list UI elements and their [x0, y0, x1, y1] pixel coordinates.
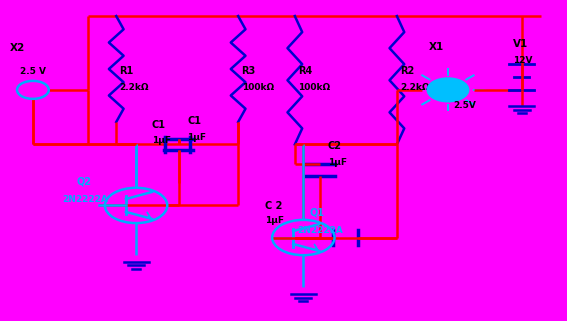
Text: 2.5V: 2.5V	[454, 100, 476, 109]
Text: X1: X1	[429, 42, 444, 52]
Text: 1μF: 1μF	[187, 133, 206, 142]
Text: R4: R4	[298, 66, 312, 76]
Text: R2: R2	[400, 66, 414, 76]
Circle shape	[428, 78, 468, 101]
Text: 2N2222A: 2N2222A	[298, 226, 344, 235]
Text: Q2: Q2	[77, 177, 91, 187]
Text: 2.2kΩ: 2.2kΩ	[119, 83, 149, 92]
Text: 2N2222A: 2N2222A	[62, 195, 108, 204]
Text: 12V: 12V	[513, 56, 532, 65]
Text: V1: V1	[513, 39, 528, 48]
Text: C2: C2	[328, 141, 342, 151]
Text: C 2: C 2	[265, 201, 283, 211]
Text: X2: X2	[10, 43, 26, 53]
Text: 1μF: 1μF	[265, 216, 285, 225]
Text: 2.2kΩ: 2.2kΩ	[400, 83, 430, 92]
Text: 1μF: 1μF	[328, 158, 347, 167]
Text: C1: C1	[187, 116, 201, 126]
Text: Q1: Q1	[309, 207, 324, 217]
Text: 100kΩ: 100kΩ	[298, 83, 330, 92]
Text: 100kΩ: 100kΩ	[242, 83, 274, 92]
Text: R1: R1	[119, 66, 133, 76]
Text: C1: C1	[152, 120, 166, 130]
Text: 1μF: 1μF	[152, 136, 171, 145]
Text: 2.5 V: 2.5 V	[20, 67, 46, 76]
Text: R3: R3	[242, 66, 256, 76]
